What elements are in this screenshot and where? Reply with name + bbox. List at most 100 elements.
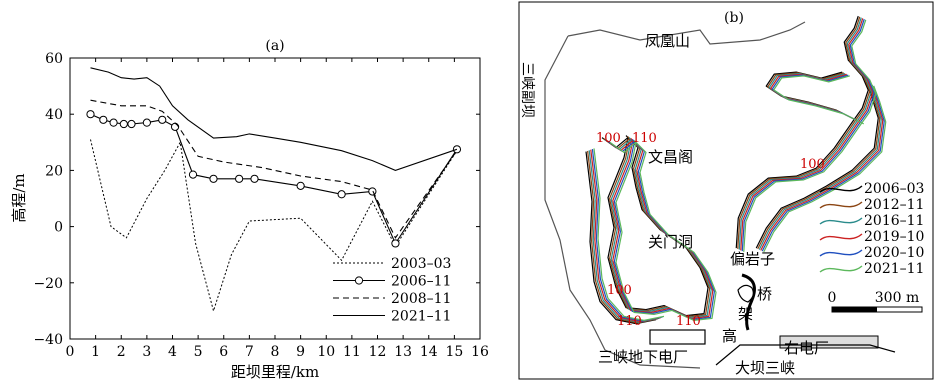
x-tick-label: 15 — [445, 344, 463, 360]
series-point — [127, 119, 136, 129]
east-channel-line — [761, 84, 885, 252]
legend-label: 2003–03 — [391, 256, 451, 272]
legend-label: 2008–11 — [391, 291, 451, 307]
x-tick-label: 5 — [194, 344, 203, 360]
x-tick-label: 16 — [471, 344, 489, 360]
west-channel-line — [588, 150, 660, 323]
east-channel-line — [740, 18, 874, 251]
legend-swatch — [819, 249, 863, 257]
series-point — [99, 115, 108, 124]
label-pianyanzi: 偏岩子 — [730, 250, 775, 268]
bank-line-north — [567, 21, 806, 45]
depth-label: 110 — [632, 131, 657, 146]
series-point — [86, 110, 95, 119]
y-tick-label: −20 — [33, 276, 63, 292]
x-tick-label: 0 — [66, 344, 75, 360]
legend-swatch — [819, 217, 863, 225]
west-channel-line — [609, 139, 717, 321]
legend-label: 2006–11 — [391, 274, 451, 290]
bridge-structure — [741, 273, 756, 331]
east-channel-line — [773, 75, 865, 125]
series-point — [170, 122, 180, 131]
label-sanxia-fuba: 三峡副坝 — [519, 62, 535, 118]
legend-marker — [354, 276, 364, 285]
y-axis-ticks: −40 −20 0 20 40 60 — [33, 51, 480, 348]
series-line-3 — [90, 67, 458, 171]
east-channel-line — [738, 17, 872, 250]
legend-swatch — [819, 233, 863, 241]
x-tick-label: 4 — [168, 344, 177, 360]
legend-label: 2020–10 — [864, 245, 924, 261]
west-channel-line — [585, 151, 657, 325]
series-group — [86, 67, 462, 313]
y-axis-label: 高程/m — [10, 173, 28, 222]
series-point — [235, 174, 244, 183]
west-channel-line — [601, 135, 709, 317]
series-point — [337, 190, 346, 199]
x-tick-label: 7 — [245, 344, 254, 360]
west-channel-line — [590, 149, 661, 323]
east-channel-line — [741, 18, 875, 252]
series-point — [109, 118, 118, 127]
depth-label: 100 — [596, 131, 621, 146]
legend-label: 2021–11 — [864, 261, 924, 277]
y-tick-label: 0 — [54, 220, 63, 236]
series-point — [209, 174, 218, 183]
west-channel-line — [591, 148, 663, 322]
series-point — [158, 115, 167, 124]
east-channel-line — [755, 81, 879, 249]
scale-bar: 0 300 m — [828, 290, 923, 313]
x-tick-label: 9 — [296, 344, 305, 360]
x-tick-label: 10 — [317, 344, 335, 360]
label-qiao: 桥 — [757, 285, 772, 303]
scale-bar-start: 0 — [828, 290, 837, 306]
x-tick-label: 12 — [369, 344, 387, 360]
legend-label: 2019–10 — [864, 229, 924, 245]
west-channel-line — [606, 138, 714, 320]
x-tick-label: 11 — [343, 344, 361, 360]
east-channel-lines — [735, 15, 887, 253]
west-channel-line — [593, 148, 665, 321]
depth-label: 100 — [607, 283, 632, 298]
panel-a-line-chart: (a) 0 1 2 3 4 5 6 7 8 9 10 11 12 13 14 15 16 −40−2002040… — [10, 38, 489, 381]
map-legend: 2006–032012–112016–112019–102020–102021–… — [819, 181, 924, 277]
west-channel-line — [608, 139, 715, 321]
bank-line-west — [544, 35, 701, 369]
series-point — [368, 187, 377, 196]
legend-swatch — [819, 265, 863, 273]
depth-label: 110 — [617, 314, 642, 329]
chart-title-a: (a) — [265, 38, 284, 54]
series-point — [250, 174, 259, 183]
scale-bar-fill — [832, 307, 877, 312]
dam-line — [715, 344, 896, 366]
x-tick-label: 8 — [271, 344, 280, 360]
y-tick-label: 60 — [45, 51, 63, 67]
panel-b-map: (b) 凤凰山 三峡副坝 文昌阁 关门洞 偏岩子 桥 架 高 右电厂 三峡地下电… — [518, 1, 934, 380]
east-channel-line — [758, 83, 882, 250]
label-right-plant: 右电厂 — [784, 339, 829, 357]
y-tick-label: 20 — [45, 163, 63, 179]
legend-label: 2016–11 — [864, 213, 924, 229]
series-line-1 — [90, 113, 458, 245]
series-point — [452, 145, 462, 154]
east-channel-line — [735, 15, 869, 249]
x-tick-label: 6 — [219, 344, 228, 360]
depth-label: 110 — [676, 314, 701, 329]
legend-swatch — [819, 185, 863, 193]
label-fenghuangshan: 凤凰山 — [645, 32, 690, 50]
east-channel-line — [737, 16, 871, 249]
east-channel-line — [763, 85, 887, 253]
x-axis-ticks: 0 1 2 3 4 5 6 7 8 9 10 11 12 13 14 15 16 — [66, 58, 489, 360]
depth-label: 100 — [800, 157, 825, 172]
x-tick-label: 3 — [142, 344, 151, 360]
x-tick-label: 13 — [394, 344, 412, 360]
east-channel-line — [757, 82, 881, 250]
island-outline — [737, 284, 754, 303]
x-axis-label: 距坝里程/km — [231, 363, 319, 381]
label-gao: 高 — [722, 327, 737, 345]
y-tick-label: −40 — [33, 332, 63, 348]
chart-title-b: (b) — [724, 10, 744, 26]
